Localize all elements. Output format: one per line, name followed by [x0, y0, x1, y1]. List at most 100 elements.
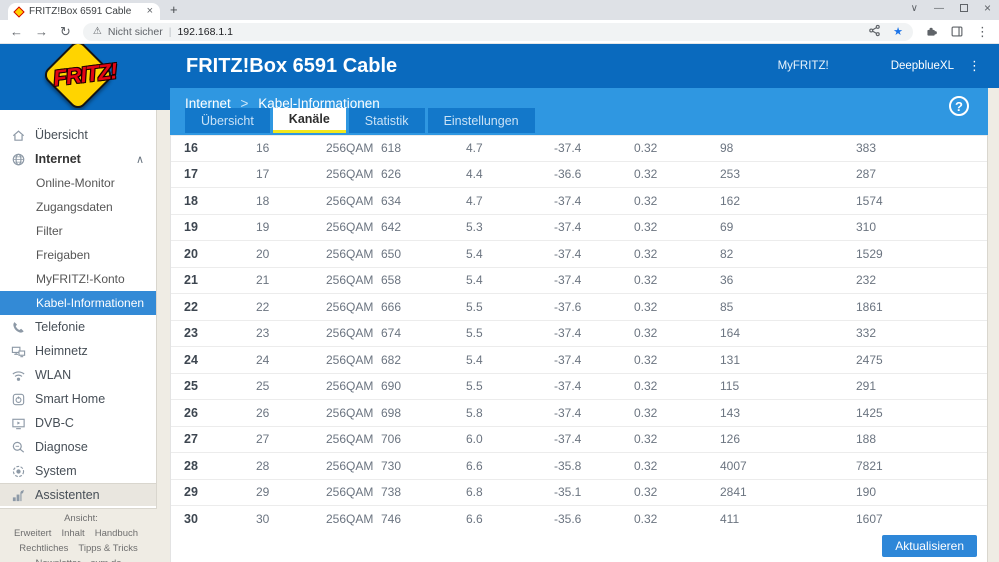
table-row: 23 23 256QAM 674 5.5 -37.4 0.32 164 332	[171, 321, 987, 347]
share-icon[interactable]	[868, 24, 881, 40]
sidebar-item-freigaben[interactable]: Freigaben	[0, 243, 156, 267]
window-close-icon[interactable]: ×	[983, 1, 991, 15]
footer-link-newsletter[interactable]: Newsletter	[35, 558, 80, 562]
sidebar-item-online-monitor[interactable]: Online-Monitor	[0, 171, 156, 195]
data-cell: 98	[720, 141, 734, 156]
tab-einstellungen[interactable]: Einstellungen	[427, 108, 535, 133]
sidebar-item-filter[interactable]: Filter	[0, 219, 156, 243]
help-button[interactable]: ?	[949, 96, 969, 116]
new-tab-button[interactable]: +	[170, 2, 178, 17]
data-cell: 27	[256, 432, 270, 447]
sidebar-item-diagnose[interactable]: Diagnose	[0, 435, 156, 459]
minimize-icon[interactable]: —	[933, 2, 944, 14]
footer-link-ansicht-erweitert[interactable]: Ansicht: Erweitert	[13, 513, 98, 539]
browser-menu-icon[interactable]: ⋮	[976, 23, 989, 39]
data-cell: 20	[256, 246, 270, 261]
sidebar-item-heimnetz[interactable]: Heimnetz	[0, 339, 156, 363]
sidebar-item-label: Heimnetz	[35, 344, 88, 358]
sidebar-item-assistenten[interactable]: Assistenten	[0, 483, 156, 506]
data-cell: 190	[856, 485, 877, 500]
breadcrumb: Internet > Kabel-Informationen	[185, 96, 380, 111]
table-row: 27 27 256QAM 706 6.0 -37.4 0.32 126 188	[171, 427, 987, 453]
table-row: 22 22 256QAM 666 5.5 -37.6 0.32 85 1861	[171, 294, 987, 321]
data-cell: 642	[381, 220, 402, 235]
data-cell: 4.7	[466, 141, 483, 156]
back-button[interactable]: ←	[10, 24, 23, 39]
sidebar-item-myfritz-konto[interactable]: MyFRITZ!-Konto	[0, 267, 156, 291]
sidebar-item-telefonie[interactable]: Telefonie	[0, 315, 156, 339]
data-cell: 256QAM	[326, 405, 374, 420]
chevron-up-icon[interactable]: ∧	[135, 153, 144, 166]
browser-tab[interactable]: FRITZ!Box 6591 Cable ×	[8, 3, 160, 20]
channel-cell: 27	[184, 432, 198, 447]
breadcrumb-page: Kabel-Informationen	[258, 96, 380, 111]
sidebar-item-kabel-informationen[interactable]: Kabel-Informationen	[0, 291, 156, 315]
data-cell: 82	[720, 246, 734, 261]
data-cell: 0.32	[634, 193, 658, 208]
data-cell: 698	[381, 405, 402, 420]
data-cell: 5.4	[466, 246, 483, 261]
channel-cell: 26	[184, 405, 198, 420]
system-icon	[11, 464, 26, 479]
footer-link-handbuch[interactable]: Handbuch	[94, 528, 139, 539]
data-cell: 256QAM	[326, 220, 374, 235]
table-row: 28 28 256QAM 730 6.6 -35.8 0.32 4007 7821	[171, 453, 987, 480]
extensions-icon[interactable]	[925, 25, 938, 38]
tab-close-icon[interactable]: ×	[146, 5, 153, 17]
channel-cell: 18	[184, 193, 198, 208]
channel-cell: 29	[184, 485, 198, 500]
address-bar[interactable]: ⚠ Nicht sicher | 192.168.1.1 ★	[82, 22, 913, 41]
tab-übersicht[interactable]: Übersicht	[185, 108, 270, 133]
sidebar-item-smart-home[interactable]: Smart Home	[0, 387, 156, 411]
data-cell: 256QAM	[326, 326, 374, 341]
data-cell: -35.8	[554, 458, 582, 473]
restore-icon[interactable]	[959, 4, 968, 12]
data-cell: 706	[381, 432, 402, 447]
footer-link-rechtliches[interactable]: Rechtliches	[19, 543, 69, 554]
data-cell: 28	[256, 458, 270, 473]
data-cell: 0.32	[634, 141, 658, 156]
footer-link-inhalt[interactable]: Inhalt	[61, 528, 85, 539]
tab-search-icon[interactable]: ∨	[910, 2, 918, 14]
sidebar-item-wlan[interactable]: WLAN	[0, 363, 156, 387]
browser-toolbar: ← → ↻ ⚠ Nicht sicher | 192.168.1.1 ★ ⋮	[0, 20, 999, 44]
content-panel: 16 16 256QAM 618 4.7 -37.4 0.32 98 383 17 17 256QAM…	[170, 135, 988, 562]
data-cell: 0.32	[634, 432, 658, 447]
side-panel-icon[interactable]	[950, 25, 964, 38]
data-cell: 126	[720, 432, 741, 447]
bookmark-star-icon[interactable]: ★	[893, 26, 903, 38]
table-row: 25 25 256QAM 690 5.5 -37.4 0.32 115 291	[171, 374, 987, 400]
reload-button[interactable]: ↻	[60, 24, 71, 39]
channel-cell: 17	[184, 167, 198, 182]
url-divider: |	[168, 25, 172, 38]
data-cell: 85	[720, 299, 734, 314]
refresh-button[interactable]: Aktualisieren	[882, 535, 977, 557]
footer-link-avm-de[interactable]: avm.de	[90, 558, 121, 562]
not-secure-warning-icon: ⚠	[92, 26, 102, 37]
sidebar-item-übersicht[interactable]: Übersicht	[0, 123, 156, 147]
data-cell: 0.32	[634, 352, 658, 367]
sidebar-item-dvb-c[interactable]: DVB-C	[0, 411, 156, 435]
assistant-icon	[11, 488, 26, 503]
user-menu[interactable]: DeepblueXL	[890, 60, 954, 72]
data-cell: 115	[720, 379, 740, 394]
tab-statistik[interactable]: Statistik	[348, 108, 425, 133]
user-menu-kebab-icon[interactable]: ⋮	[968, 58, 981, 73]
sidebar-item-internet[interactable]: Internet ∧	[0, 147, 156, 171]
breadcrumb-section[interactable]: Internet	[185, 96, 231, 111]
data-cell: -37.4	[554, 141, 582, 156]
fritz-favicon-icon	[13, 5, 25, 18]
tab-kanäle[interactable]: Kanäle	[272, 108, 346, 133]
data-cell: 18	[256, 193, 270, 208]
myfritz-link[interactable]: MyFRITZ!	[777, 60, 829, 72]
data-cell: 0.32	[634, 246, 658, 261]
sidebar-item-system[interactable]: System	[0, 459, 156, 483]
footer-link-tipps-tricks[interactable]: Tipps & Tricks	[78, 543, 138, 554]
forward-button[interactable]: →	[35, 24, 48, 39]
sidebar-item-zugangsdaten[interactable]: Zugangsdaten	[0, 195, 156, 219]
app-header: FRITZ!Box 6591 Cable MyFRITZ! DeepblueXL…	[170, 44, 999, 88]
channel-cell: 21	[184, 273, 198, 288]
tab-bar: Übersicht Kanäle Statistik Einstellungen	[185, 108, 535, 133]
data-cell: 666	[381, 299, 402, 314]
